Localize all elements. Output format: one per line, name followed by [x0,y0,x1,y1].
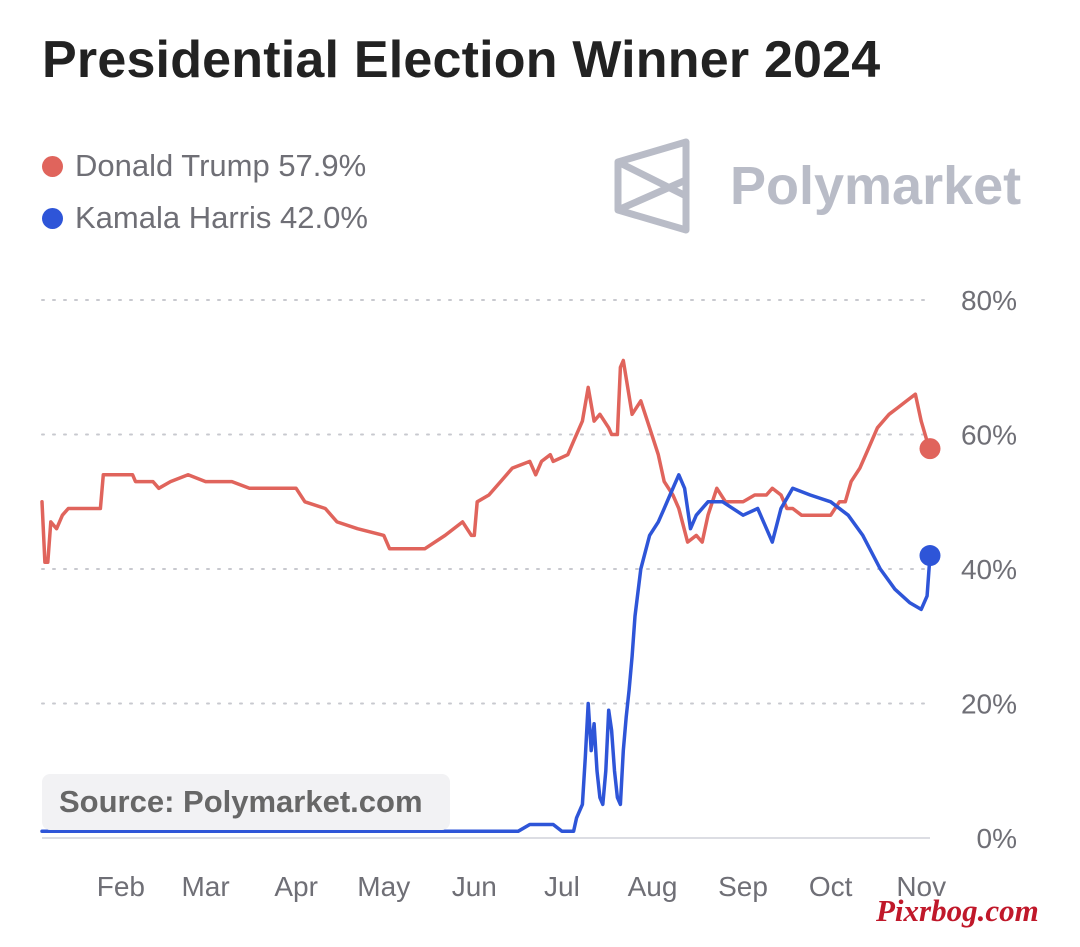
legend: Donald Trump 57.9% Kamala Harris 42.0% [42,140,368,244]
y-tick-label: 60% [961,420,1017,451]
endpoint-dot-harris [919,545,941,567]
y-tick-label: 40% [961,554,1017,585]
harris-legend-label: Kamala Harris 42.0% [75,200,368,235]
source-label: Source: Polymarket.com [59,784,423,819]
watermark: Pixrbog.com [876,893,1039,928]
chart-title: Presidential Election Winner 2024 [42,31,881,89]
y-tick-label: 20% [961,689,1017,720]
polymarket-brand-name: Polymarket [730,156,1022,216]
polymarket-logo-icon [614,138,690,234]
x-tick-label: Jul [544,871,580,902]
x-tick-label: Apr [274,871,318,902]
series-line-trump [40,358,932,565]
trump-legend-label: Donald Trump 57.9% [75,148,367,183]
legend-item-trump: Donald Trump 57.9% [42,140,368,192]
legend-item-harris: Kamala Harris 42.0% [42,192,368,244]
harris-legend-dot [42,207,63,229]
series-line-harris [40,473,932,834]
y-tick-label: 0% [977,823,1017,854]
x-tick-label: Oct [809,871,853,902]
source-box: Source: Polymarket.com [42,774,450,830]
polymarket-brand: Polymarket [612,138,1021,234]
endpoint-dot-trump [919,438,941,460]
x-tick-label: Mar [181,871,229,902]
x-tick-label: Sep [718,871,768,902]
x-tick-label: Jun [452,871,497,902]
x-tick-label: Aug [628,871,678,902]
y-tick-label: 80% [961,285,1017,316]
x-tick-label: Nov [896,871,946,902]
trump-legend-dot [42,155,63,177]
x-tick-label: Feb [97,871,145,902]
x-tick-label: May [357,871,410,902]
